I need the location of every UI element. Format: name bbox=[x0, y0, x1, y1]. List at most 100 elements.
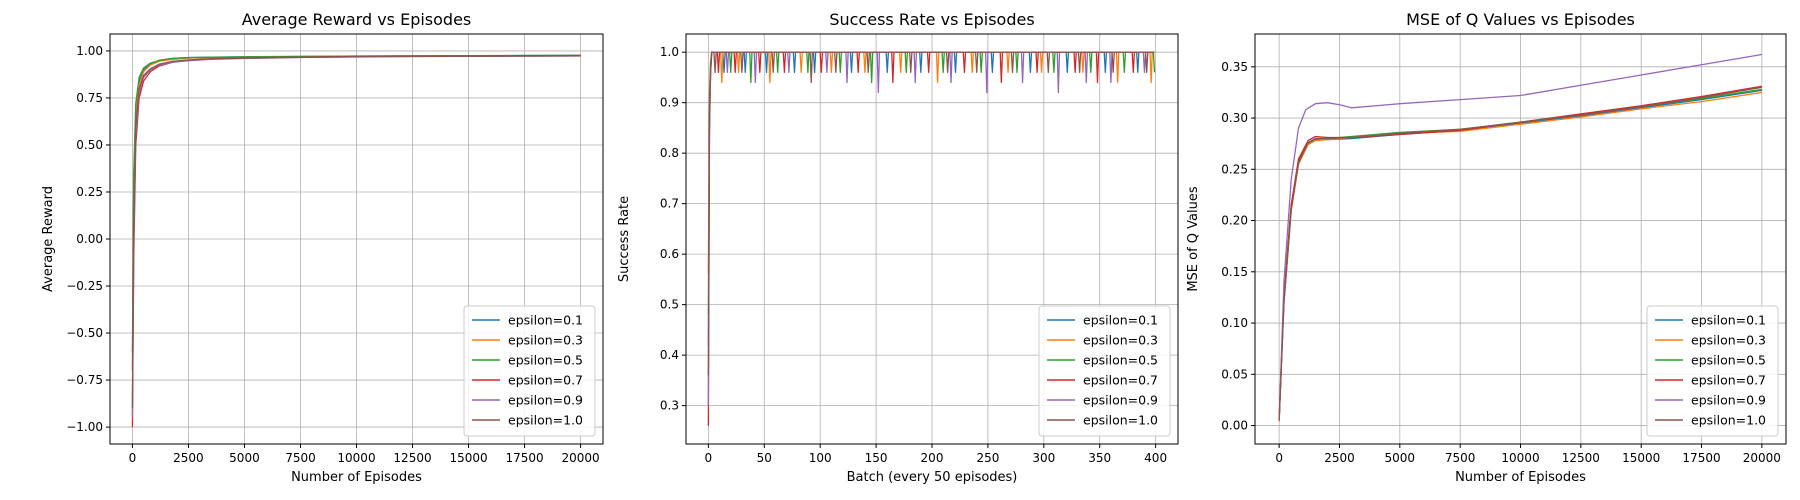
series-line-epsilon-1-0 bbox=[131, 55, 581, 409]
x-tick-label: 12500 bbox=[1562, 451, 1600, 465]
x-tick-label: 400 bbox=[1144, 451, 1167, 465]
x-tick-label: 150 bbox=[865, 451, 888, 465]
x-axis-label: Number of Episodes bbox=[1455, 470, 1586, 485]
x-tick-label: 50 bbox=[757, 451, 772, 465]
chart-title: Success Rate vs Episodes bbox=[829, 10, 1034, 29]
x-tick-label: 10000 bbox=[337, 451, 375, 465]
x-tick-label: 100 bbox=[809, 451, 832, 465]
y-tick-label: 0.25 bbox=[1221, 162, 1248, 176]
y-tick-label: −0.75 bbox=[66, 373, 103, 387]
series-line-epsilon-1-0 bbox=[707, 51, 1155, 376]
y-tick-label: 0.30 bbox=[1221, 111, 1248, 125]
y-tick-label: 0.35 bbox=[1221, 60, 1248, 74]
series-line-epsilon-0-3 bbox=[707, 51, 1155, 275]
y-tick-label: 0.75 bbox=[76, 91, 103, 105]
legend-entry: epsilon=0.9 bbox=[1083, 393, 1158, 408]
legend-entry: epsilon=0.5 bbox=[1083, 353, 1158, 368]
legend-box bbox=[463, 305, 596, 437]
legend-entry: epsilon=0.9 bbox=[508, 393, 583, 408]
x-tick-label: 2500 bbox=[173, 451, 204, 465]
y-axis-label: MSE of Q Values bbox=[1186, 186, 1201, 292]
x-tick-label: 12500 bbox=[393, 451, 431, 465]
chart-3: 0 2500 5000 7500 10000 12500 15000 17500 20000 0.… bbox=[1186, 10, 1787, 485]
chart-1: 0 2500 5000 7500 10000 12500 15000 17500 20000 −1… bbox=[41, 10, 604, 485]
x-tick-label: 15000 bbox=[1622, 451, 1660, 465]
y-tick-label: 0.5 bbox=[660, 298, 679, 312]
x-axis-label: Batch (every 50 episodes) bbox=[847, 470, 1018, 485]
x-tick-label: 7500 bbox=[285, 451, 316, 465]
series-line-epsilon-0-9 bbox=[1278, 53, 1762, 420]
series-lines bbox=[1278, 53, 1762, 422]
legend-box bbox=[1646, 305, 1779, 437]
legend-entry: epsilon=1.0 bbox=[1691, 413, 1766, 428]
x-tick-label: 2500 bbox=[1324, 451, 1355, 465]
x-axis-label: Number of Episodes bbox=[291, 470, 422, 485]
y-tick-label: 0.3 bbox=[660, 399, 679, 413]
y-tick-label: 0.20 bbox=[1221, 214, 1248, 228]
x-tick-label: 5000 bbox=[1385, 451, 1416, 465]
y-tick-label: 0.25 bbox=[76, 185, 103, 199]
series-line-epsilon-0-1 bbox=[707, 51, 1155, 346]
legend-entry: epsilon=0.3 bbox=[508, 333, 583, 348]
legend: epsilon=0.1 epsilon=0.3 epsilon=0.5 epsilon… bbox=[463, 305, 596, 437]
legend-entry: epsilon=0.9 bbox=[1691, 393, 1766, 408]
legend-entry: epsilon=0.3 bbox=[1083, 333, 1158, 348]
legend-entry: epsilon=0.1 bbox=[1083, 313, 1158, 328]
chart-title: MSE of Q Values vs Episodes bbox=[1406, 10, 1635, 29]
y-axis-label: Success Rate bbox=[617, 196, 632, 282]
y-tick-label: −0.25 bbox=[66, 279, 103, 293]
legend-entry: epsilon=0.5 bbox=[508, 353, 583, 368]
grid bbox=[110, 34, 603, 444]
x-tick-label: 0 bbox=[705, 451, 713, 465]
x-tick-label: 200 bbox=[921, 451, 944, 465]
y-tick-label: 0.50 bbox=[76, 138, 103, 152]
x-tick-label: 5000 bbox=[229, 451, 260, 465]
legend-entry: epsilon=0.1 bbox=[508, 313, 583, 328]
legend-entry: epsilon=0.3 bbox=[1691, 333, 1766, 348]
x-tick-label: 10000 bbox=[1501, 451, 1539, 465]
x-tick-label: 20000 bbox=[1743, 451, 1781, 465]
x-tick-label: 300 bbox=[1032, 451, 1055, 465]
legend: epsilon=0.1 epsilon=0.3 epsilon=0.5 epsilon… bbox=[1038, 305, 1171, 437]
y-tick-label: 0.8 bbox=[660, 146, 679, 160]
y-tick-label: 0.15 bbox=[1221, 265, 1248, 279]
x-tick-label: 0 bbox=[1275, 451, 1283, 465]
legend-entry: epsilon=0.7 bbox=[1691, 373, 1766, 388]
legend-entry: epsilon=0.1 bbox=[1691, 313, 1766, 328]
x-tick-label: 20000 bbox=[561, 451, 599, 465]
legend: epsilon=0.1 epsilon=0.3 epsilon=0.5 epsilon… bbox=[1646, 305, 1779, 437]
y-tick-label: 0.6 bbox=[660, 247, 679, 261]
x-tick-label: 17500 bbox=[505, 451, 543, 465]
grid bbox=[1255, 34, 1786, 444]
y-tick-label: 0.10 bbox=[1221, 316, 1248, 330]
y-tick-label: 0.00 bbox=[76, 232, 103, 246]
series-lines bbox=[131, 54, 581, 428]
y-tick-label: 0.00 bbox=[1221, 419, 1248, 433]
legend-entry: epsilon=1.0 bbox=[508, 413, 583, 428]
legend-entry: epsilon=0.7 bbox=[1083, 373, 1158, 388]
x-tick-label: 7500 bbox=[1445, 451, 1476, 465]
series-line-epsilon-0-5 bbox=[707, 51, 1156, 315]
legend-box bbox=[1038, 305, 1171, 437]
legend-entry: epsilon=1.0 bbox=[1083, 413, 1158, 428]
y-tick-label: −0.50 bbox=[66, 326, 103, 340]
x-tick-label: 15000 bbox=[449, 451, 487, 465]
series-line-epsilon-1-0 bbox=[1278, 86, 1762, 421]
y-tick-label: 0.7 bbox=[660, 197, 679, 211]
x-tick-label: 350 bbox=[1088, 451, 1111, 465]
legend-entry: epsilon=0.5 bbox=[1691, 353, 1766, 368]
chart-title: Average Reward vs Episodes bbox=[242, 10, 472, 29]
series-lines bbox=[707, 51, 1156, 426]
y-axis-label: Average Reward bbox=[41, 186, 56, 292]
y-tick-label: 0.9 bbox=[660, 96, 679, 110]
x-tick-label: 17500 bbox=[1682, 451, 1720, 465]
x-tick-label: 0 bbox=[129, 451, 137, 465]
y-tick-label: −1.00 bbox=[66, 420, 103, 434]
y-tick-label: 1.00 bbox=[76, 44, 103, 58]
chart-2: 0 50 100 150 200 250 300 350 400 0.3 0.4 0.5 0.6 0.7 0… bbox=[617, 10, 1179, 485]
x-tick-label: 250 bbox=[976, 451, 999, 465]
y-tick-label: 1.0 bbox=[660, 45, 679, 59]
y-tick-label: 0.4 bbox=[660, 348, 679, 362]
legend-entry: epsilon=0.7 bbox=[508, 373, 583, 388]
